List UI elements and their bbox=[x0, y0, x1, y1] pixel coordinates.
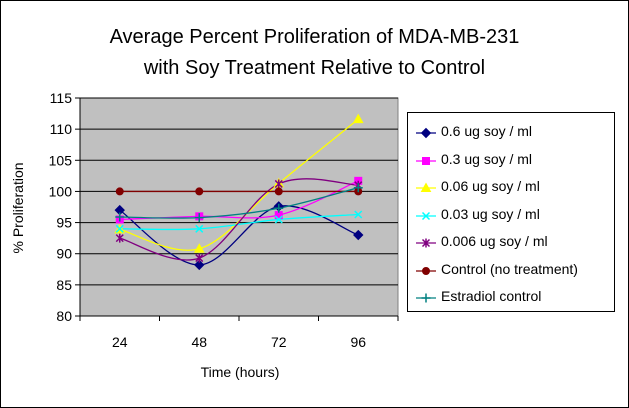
legend-label: 0.6 ug soy / ml bbox=[441, 123, 533, 139]
legend-swatch bbox=[416, 156, 436, 165]
data-point-4 bbox=[115, 224, 124, 233]
y-tick-label: 85 bbox=[56, 277, 72, 293]
data-point-3 bbox=[352, 113, 364, 124]
legend-item: 0.006 ug soy / ml bbox=[408, 230, 616, 258]
legend-label: 0.03 ug soy / ml bbox=[441, 205, 540, 222]
legend-swatch-marker bbox=[420, 182, 432, 192]
legend-item: Control (no treatment) bbox=[408, 258, 616, 286]
y-tick-label: 115 bbox=[50, 90, 73, 106]
legend-swatch bbox=[416, 266, 436, 275]
axes bbox=[75, 97, 399, 321]
legend-item: 0.3 ug soy / ml bbox=[408, 148, 616, 176]
legend-swatch-marker bbox=[421, 211, 431, 220]
legend-item: 0.06 ug soy / ml bbox=[408, 175, 616, 203]
y-tick-label: 80 bbox=[56, 308, 72, 324]
series-line-7 bbox=[119, 187, 359, 219]
legend-label: 0.3 ug soy / ml bbox=[441, 150, 533, 167]
legend-swatch bbox=[416, 182, 436, 192]
data-point-6 bbox=[115, 187, 124, 196]
legend-swatch bbox=[416, 127, 436, 139]
data-point-6 bbox=[274, 187, 283, 196]
tick-labels: 80 85 90 95 100 105 110 115 24 48 72 96 bbox=[49, 90, 367, 350]
x-axis-label: Time (hours) bbox=[201, 364, 280, 380]
data-point-7 bbox=[194, 213, 204, 223]
y-tick-label: 95 bbox=[56, 215, 72, 231]
y-tick-label: 105 bbox=[49, 152, 73, 168]
legend-swatch bbox=[416, 238, 436, 248]
plot-area bbox=[79, 97, 399, 317]
data-point-1 bbox=[353, 229, 364, 241]
x-tick-label: 72 bbox=[271, 334, 287, 350]
legend-swatch-marker bbox=[421, 293, 431, 303]
y-tick-label: 110 bbox=[50, 121, 73, 137]
data-point-7 bbox=[115, 212, 125, 222]
x-tick-label: 96 bbox=[350, 334, 366, 350]
legend-swatch-marker bbox=[422, 156, 430, 165]
legend-swatch bbox=[416, 293, 436, 303]
series-line-5 bbox=[119, 178, 359, 261]
data-point-4 bbox=[274, 215, 283, 224]
legend-item: Estradiol control bbox=[408, 285, 616, 313]
gridlines bbox=[80, 97, 398, 286]
series-markers bbox=[114, 113, 364, 271]
data-point-5 bbox=[195, 253, 204, 263]
data-point-7 bbox=[274, 203, 284, 213]
chart-title-line-1: Average Percent Proliferation of MDA-MB-… bbox=[109, 26, 520, 48]
legend-swatch-marker bbox=[422, 266, 430, 275]
x-tick-label: 24 bbox=[112, 334, 128, 350]
legend: 0.6 ug soy / ml 0.3 ug soy / ml 0.06 ug so… bbox=[407, 112, 615, 312]
legend-label: 0.006 ug soy / ml bbox=[441, 233, 548, 249]
legend-swatch bbox=[416, 211, 436, 220]
series-line-4 bbox=[119, 213, 359, 231]
data-point-6 bbox=[195, 187, 204, 196]
legend-label: Control (no treatment) bbox=[441, 260, 578, 277]
x-tick-label: 48 bbox=[191, 334, 207, 350]
legend-item: 0.03 ug soy / ml bbox=[408, 203, 616, 231]
data-point-5 bbox=[274, 179, 283, 189]
y-axis-label: % Proliferation bbox=[10, 162, 26, 253]
data-point-4 bbox=[354, 210, 363, 219]
y-tick-label: 90 bbox=[56, 246, 72, 262]
series-lines bbox=[119, 118, 359, 266]
legend-label: 0.06 ug soy / ml bbox=[441, 178, 540, 194]
series-line-1 bbox=[119, 205, 359, 266]
legend-label: Estradiol control bbox=[441, 288, 542, 304]
legend-swatch-marker bbox=[421, 238, 431, 248]
data-point-5 bbox=[115, 233, 124, 243]
y-tick-label: 100 bbox=[49, 183, 73, 199]
legend-swatch-marker bbox=[420, 127, 432, 139]
chart-title: Average Percent Proliferation of MDA-MB-… bbox=[0, 22, 629, 84]
chart-title-line-2: with Soy Treatment Relative to Control bbox=[143, 57, 486, 79]
data-point-3 bbox=[193, 243, 205, 253]
data-point-7 bbox=[353, 183, 363, 193]
data-point-4 bbox=[195, 224, 204, 233]
data-point-1 bbox=[194, 259, 205, 271]
legend-item: 0.6 ug soy / ml bbox=[408, 120, 616, 148]
